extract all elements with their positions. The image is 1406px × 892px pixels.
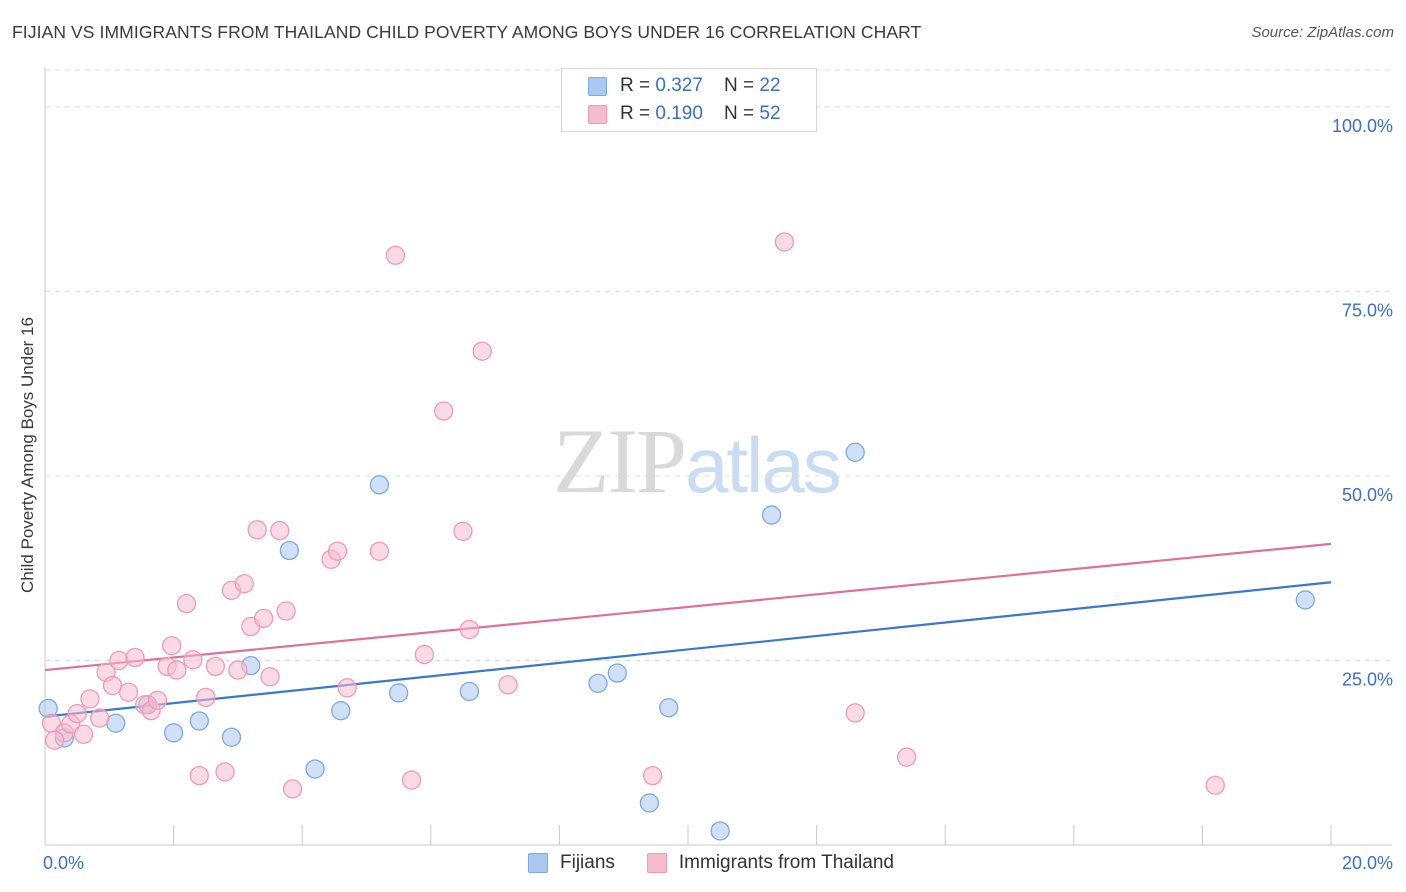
fijians-legend-swatch <box>528 853 548 873</box>
thailand-point-51 <box>44 730 65 750</box>
thailand-point-44 <box>472 341 492 361</box>
legend-row-fijians: R = 0.327 N = 22 <box>588 74 781 98</box>
thailand-point-25 <box>228 660 248 680</box>
thailand-point-38 <box>385 245 406 265</box>
legend-item-fijians: Fijians <box>528 852 615 874</box>
fijians-point-7 <box>279 540 299 561</box>
fijians-r-value: 0.327 <box>655 75 703 96</box>
thailand-point-48 <box>845 703 865 723</box>
thailand-legend-label: Immigrants from Thailand <box>678 852 894 873</box>
legend-r-label: R = <box>620 75 656 96</box>
y-tick-label-75: 75.0% <box>1342 300 1393 320</box>
watermark-atlas: atlas <box>685 421 842 509</box>
thailand-point-30 <box>260 667 280 687</box>
fijians-swatch <box>588 76 607 96</box>
thailand-point-8 <box>102 675 123 696</box>
thailand-point-6 <box>90 708 110 728</box>
thailand-point-49 <box>896 747 917 767</box>
tick-labels: 25.0% 50.0% 75.0% 100.0% 0.0% 20.0% <box>43 116 1393 873</box>
correlation-legend: R = 0.327 N = 22 R = 0.190 N = 52 <box>561 68 817 132</box>
thailand-point-5 <box>80 689 100 709</box>
thailand-point-36 <box>337 678 357 698</box>
thailand-point-20 <box>189 765 209 786</box>
thailand-point-9 <box>109 650 129 671</box>
y-tick-label-50: 50.0% <box>1342 485 1393 505</box>
fijians-point-12 <box>459 681 480 702</box>
legend-n-label: N = <box>724 75 760 96</box>
thailand-point-4 <box>73 724 94 744</box>
thailand-point-23 <box>215 762 235 782</box>
thailand-point-46 <box>642 765 663 786</box>
thailand-point-33 <box>282 779 303 799</box>
grid-lines <box>45 69 1392 661</box>
fijians-point-14 <box>607 663 627 683</box>
thailand-point-26 <box>234 574 254 594</box>
fijians-point-1 <box>106 713 126 733</box>
fijians-n-value: 22 <box>759 75 781 96</box>
fijians-point-3 <box>163 723 184 743</box>
thailand-point-31 <box>270 520 290 541</box>
thailand-point-28 <box>247 520 267 540</box>
thailand-point-22 <box>205 656 226 677</box>
legend-item-thailand: Immigrants from Thailand <box>646 852 894 874</box>
fijians-point-4 <box>189 711 209 731</box>
thailand-point-19 <box>183 650 203 670</box>
fijians-trend-line <box>44 581 1332 718</box>
y-tick-label-25: 25.0% <box>1342 669 1393 689</box>
thailand-point-47 <box>774 232 795 252</box>
thailand-point-14 <box>147 690 168 710</box>
fijians-point-11 <box>388 683 409 703</box>
fijians-point-16 <box>659 698 679 718</box>
x-tick-label-max: 20.0% <box>1342 853 1393 873</box>
fijians-point-20 <box>1295 590 1315 610</box>
thailand-n-value: 52 <box>759 103 781 124</box>
thailand-swatch <box>588 104 607 124</box>
thailand-point-11 <box>125 647 145 668</box>
y-tick-label-100: 100.0% <box>1332 116 1393 136</box>
thailand-point-18 <box>176 593 197 614</box>
thailand-point-32 <box>276 601 296 621</box>
thailand-point-41 <box>434 401 454 421</box>
thailand-point-37 <box>369 541 390 561</box>
thailand-trend-line <box>44 542 1332 672</box>
fijians-point-8 <box>305 759 325 779</box>
thailand-point-45 <box>498 675 518 695</box>
thailand-legend-swatch <box>646 853 667 873</box>
chart-title: FIJIAN VS IMMIGRANTS FROM THAILAND CHILD… <box>12 22 922 42</box>
thailand-point-40 <box>414 644 435 665</box>
fijians-point-13 <box>588 673 608 694</box>
thailand-point-39 <box>401 770 422 790</box>
fijians-point-15 <box>639 793 660 813</box>
axes <box>44 67 1392 846</box>
fijians-point-17 <box>710 821 730 841</box>
thailand-point-3 <box>67 703 87 724</box>
thailand-point-35 <box>327 541 348 561</box>
fijians-legend-label: Fijians <box>560 852 615 873</box>
fijians-point-10 <box>369 475 390 495</box>
legend-r-label: R = <box>620 103 656 124</box>
fijians-point-18 <box>761 505 782 525</box>
watermark-zip: ZIP <box>553 410 687 512</box>
thailand-point-10 <box>118 682 139 702</box>
thailand-point-43 <box>459 619 480 640</box>
thailand-point-29 <box>253 608 274 629</box>
thailand-point-50 <box>1205 775 1225 795</box>
thailand-point-17 <box>167 660 187 680</box>
thailand-point-21 <box>196 687 216 708</box>
data-points <box>38 232 1315 841</box>
thailand-point-42 <box>453 521 473 541</box>
thailand-r-value: 0.190 <box>655 103 703 124</box>
thailand-point-16 <box>162 636 182 656</box>
source-label: Source: ZipAtlas.com <box>1251 24 1394 41</box>
fijians-point-9 <box>331 701 351 721</box>
fijians-point-5 <box>221 727 242 747</box>
trend-lines <box>44 542 1332 718</box>
fijians-point-19 <box>845 442 865 462</box>
watermark: ZIPatlas <box>553 408 842 514</box>
legend-n-label: N = <box>724 103 760 124</box>
legend-row-thailand: R = 0.190 N = 52 <box>588 102 781 126</box>
x-tick-label-min: 0.0% <box>43 853 84 873</box>
series-legend: Fijians Immigrants from Thailand <box>528 852 926 874</box>
